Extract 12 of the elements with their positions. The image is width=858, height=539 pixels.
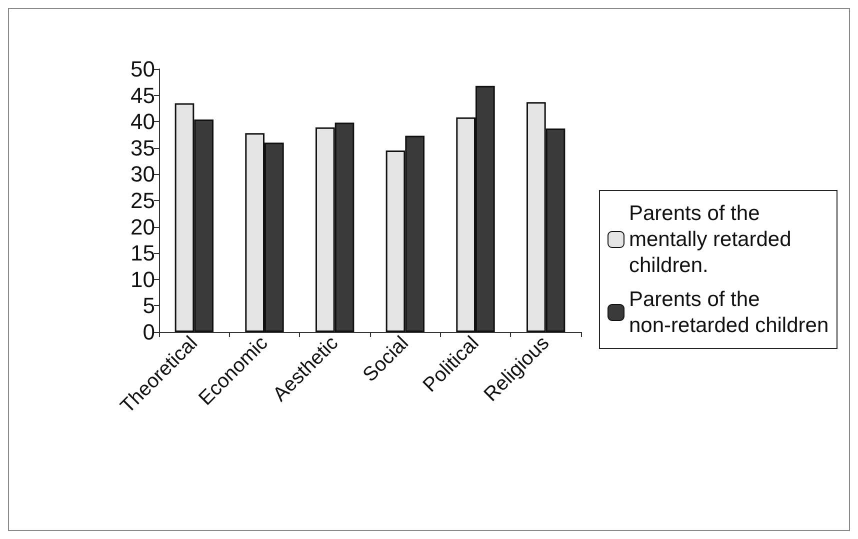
y-tick-label: 50	[130, 56, 155, 82]
y-tick-label: 10	[130, 266, 155, 292]
y-tick-label: 25	[130, 188, 155, 213]
y-tick-label: 40	[130, 109, 155, 134]
legend-label: Parents of the non-retarded children	[629, 288, 829, 337]
legend-label: Parents of the mentally retarded children.	[629, 202, 798, 277]
y-tick-label: 15	[130, 240, 155, 266]
y-tick-label: 45	[130, 82, 155, 108]
y-tick-label: 5	[142, 293, 155, 318]
y-tick-label: 20	[130, 214, 155, 240]
y-tick-label: 30	[130, 162, 155, 187]
y-tick-label: 35	[130, 135, 155, 160]
